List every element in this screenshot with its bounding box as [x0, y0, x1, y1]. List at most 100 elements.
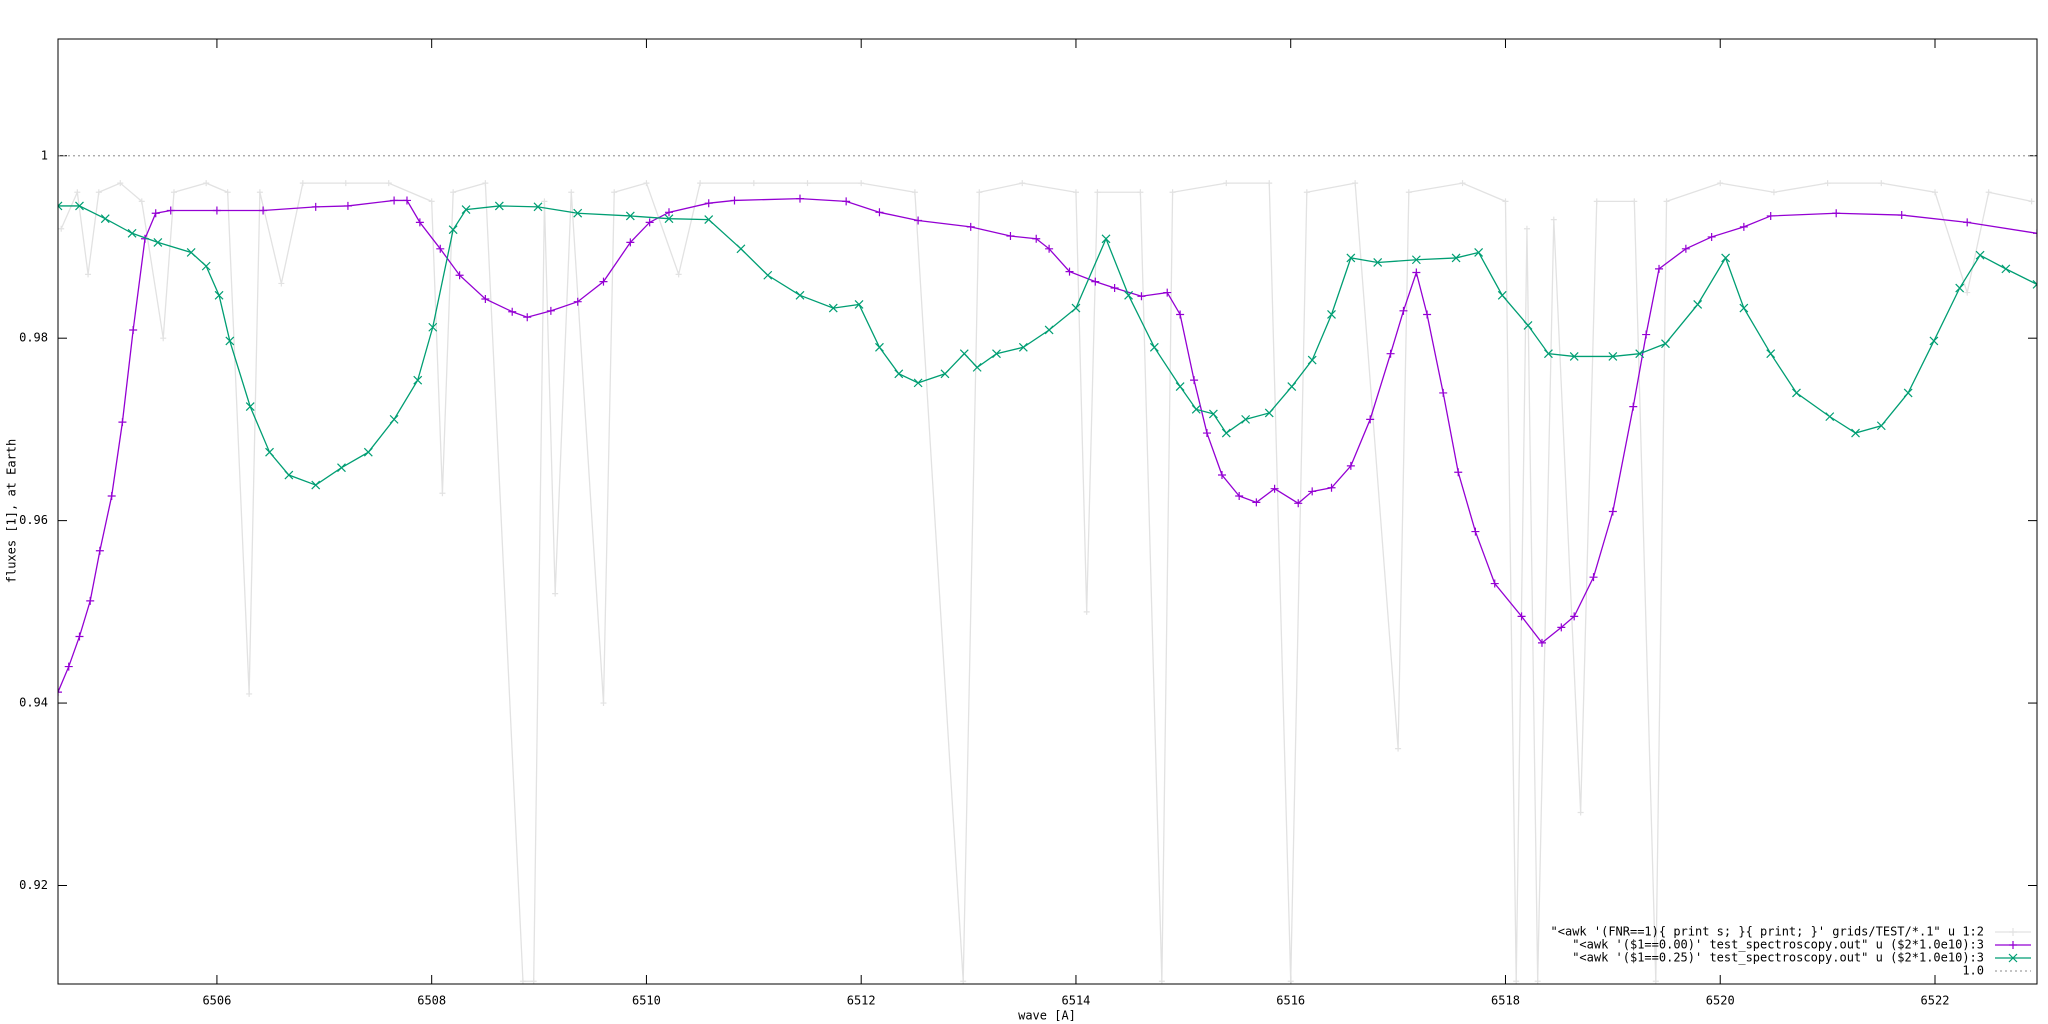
point	[224, 189, 231, 196]
point	[1270, 484, 1279, 493]
x-tick-label: 6516	[1276, 994, 1305, 1008]
point	[1202, 429, 1211, 438]
point	[127, 228, 137, 238]
point	[118, 418, 127, 427]
point	[992, 349, 1001, 359]
x-tick-label: 6518	[1491, 994, 1520, 1008]
point	[1825, 412, 1835, 422]
legend-label: 1.0	[1962, 964, 1984, 978]
point	[1018, 342, 1028, 352]
x-tick-label: 6508	[417, 994, 446, 1008]
point	[245, 402, 255, 412]
point	[2028, 198, 2035, 205]
point	[875, 208, 884, 217]
legend-label: "<awk '($1==0.25)' test_spectroscopy.out…	[1572, 951, 1984, 965]
point	[1824, 180, 1831, 187]
point	[482, 180, 489, 187]
point	[1303, 189, 1310, 196]
point	[533, 202, 543, 212]
point	[704, 199, 713, 208]
point	[1593, 198, 1600, 205]
point	[940, 369, 950, 379]
point	[2001, 264, 2011, 274]
point	[1631, 198, 1638, 205]
point	[1955, 283, 1965, 293]
point	[1091, 277, 1100, 286]
point	[1399, 306, 1408, 315]
point	[58, 225, 65, 232]
point	[402, 196, 411, 205]
point	[1663, 198, 1670, 205]
point	[750, 180, 757, 187]
point	[214, 290, 224, 300]
point	[911, 189, 918, 196]
point	[854, 300, 864, 309]
point	[697, 180, 704, 187]
point	[1707, 232, 1716, 241]
point	[75, 632, 84, 641]
point	[311, 480, 321, 490]
point	[225, 336, 235, 346]
point	[1608, 352, 1618, 361]
point	[415, 218, 424, 227]
point	[201, 261, 211, 271]
point	[1454, 468, 1463, 477]
point	[1137, 189, 1144, 196]
point	[64, 662, 73, 671]
point	[625, 211, 635, 221]
point	[1878, 180, 1885, 187]
plot-border	[57, 38, 2038, 985]
point	[611, 189, 618, 196]
point	[203, 180, 210, 187]
y-tick-label: 1	[41, 148, 48, 162]
point	[1681, 244, 1690, 253]
point	[2032, 279, 2037, 289]
x-tick-label: 6510	[632, 994, 661, 1008]
point	[1642, 330, 1651, 339]
point	[1223, 180, 1230, 187]
point	[100, 214, 110, 224]
point	[736, 244, 746, 254]
point	[1101, 234, 1111, 244]
point	[1655, 264, 1664, 273]
point	[151, 209, 160, 218]
point	[1252, 498, 1261, 507]
point	[448, 225, 458, 235]
point	[259, 206, 268, 215]
point	[600, 700, 607, 707]
point	[186, 248, 196, 257]
point	[1411, 255, 1421, 265]
point	[1423, 310, 1432, 319]
point	[1110, 284, 1119, 293]
point	[166, 206, 175, 215]
point	[1169, 189, 1176, 196]
point	[1534, 978, 1541, 984]
point	[1366, 415, 1375, 424]
point	[1137, 292, 1146, 301]
point	[1964, 289, 1971, 296]
point	[1221, 428, 1231, 438]
point	[1149, 342, 1159, 352]
point	[1405, 189, 1412, 196]
point	[1523, 225, 1530, 232]
point	[913, 378, 923, 388]
point	[439, 490, 446, 497]
point	[436, 244, 445, 253]
point	[1537, 638, 1546, 647]
point	[568, 189, 575, 196]
point	[795, 194, 804, 203]
point	[2033, 229, 2037, 238]
point	[342, 180, 349, 187]
point	[1459, 180, 1466, 187]
point	[153, 237, 163, 247]
point	[1176, 310, 1185, 319]
point	[508, 307, 517, 316]
point	[265, 447, 274, 457]
point	[343, 201, 352, 210]
point	[842, 197, 851, 206]
point	[1770, 189, 1777, 196]
point	[455, 271, 464, 280]
point	[966, 222, 975, 231]
